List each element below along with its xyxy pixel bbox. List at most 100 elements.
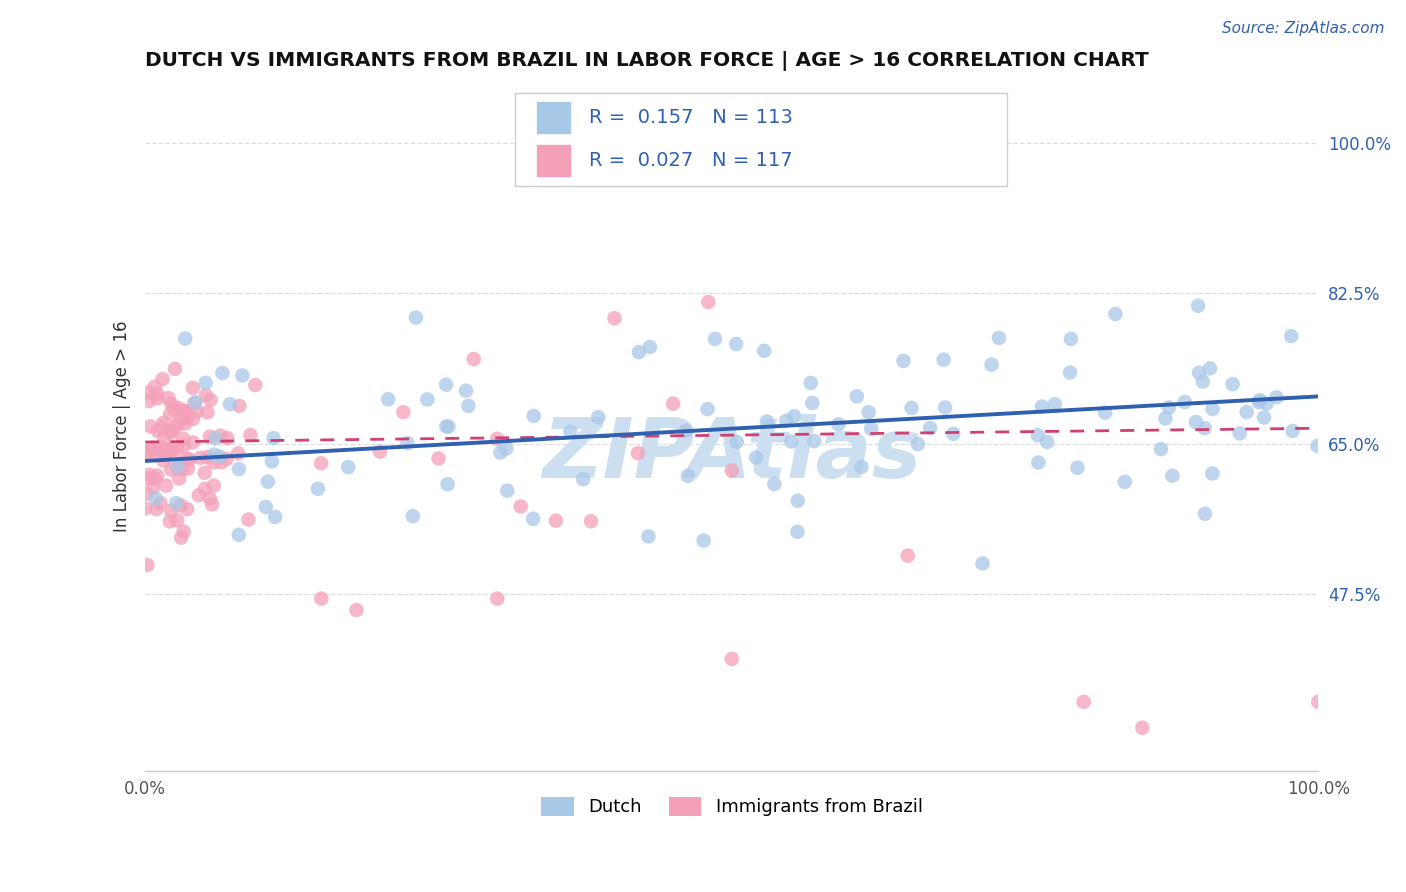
Point <box>1043 397 1066 411</box>
Point <box>231 368 253 383</box>
Point <box>187 488 209 502</box>
Point <box>202 455 225 469</box>
Point <box>486 591 509 606</box>
Point <box>1150 442 1173 456</box>
Point <box>1201 467 1223 481</box>
Point <box>228 462 250 476</box>
Point <box>745 450 768 465</box>
Point <box>495 442 517 456</box>
Point <box>165 496 187 510</box>
Point <box>238 512 260 526</box>
Point <box>572 472 595 486</box>
Point <box>160 397 183 411</box>
Point <box>637 529 659 543</box>
Point <box>139 419 162 434</box>
Point <box>149 440 172 454</box>
Point <box>662 397 685 411</box>
Point <box>194 466 217 480</box>
Point <box>160 504 183 518</box>
Point <box>845 389 868 403</box>
Point <box>228 399 250 413</box>
Point <box>496 483 519 498</box>
Text: R =  0.027   N = 117: R = 0.027 N = 117 <box>589 151 793 170</box>
Point <box>145 448 167 462</box>
Point <box>143 442 166 457</box>
Point <box>204 431 226 445</box>
Point <box>153 431 176 445</box>
Point <box>226 446 249 460</box>
Point <box>434 419 457 434</box>
Point <box>1247 395 1270 409</box>
Point <box>159 515 181 529</box>
Point <box>920 421 942 435</box>
Point <box>1199 361 1222 376</box>
Point <box>198 491 221 506</box>
Point <box>149 496 172 510</box>
Point <box>181 381 204 395</box>
Point <box>544 514 567 528</box>
Point <box>675 424 697 438</box>
Point <box>509 500 531 514</box>
Point <box>239 428 262 442</box>
Point <box>166 513 188 527</box>
Point <box>942 426 965 441</box>
Point <box>160 443 183 458</box>
Point <box>167 401 190 415</box>
Point <box>159 442 181 457</box>
Point <box>160 425 183 440</box>
Point <box>208 450 231 464</box>
Point <box>176 452 198 467</box>
Point <box>174 417 197 431</box>
Point <box>392 405 415 419</box>
Point <box>1306 439 1329 453</box>
Point <box>396 436 419 450</box>
Point <box>194 388 217 402</box>
Point <box>146 392 169 406</box>
Point <box>157 391 180 405</box>
Point <box>377 392 399 407</box>
Point <box>136 445 159 459</box>
Point <box>155 478 177 492</box>
Point <box>720 464 742 478</box>
Point <box>143 380 166 394</box>
Point <box>172 462 194 476</box>
Point <box>183 396 205 410</box>
Point <box>934 401 956 415</box>
Legend: Dutch, Immigrants from Brazil: Dutch, Immigrants from Brazil <box>534 789 929 823</box>
Point <box>697 295 720 310</box>
Point <box>932 352 955 367</box>
Point <box>176 411 198 425</box>
Point <box>173 439 195 453</box>
Point <box>173 524 195 539</box>
Point <box>1185 415 1208 429</box>
Point <box>179 452 201 467</box>
Point <box>138 467 160 482</box>
Point <box>174 332 197 346</box>
Point <box>173 403 195 417</box>
Point <box>454 384 477 398</box>
Point <box>194 376 217 390</box>
Point <box>163 420 186 434</box>
Point <box>257 475 280 489</box>
Point <box>1104 307 1126 321</box>
Point <box>245 378 267 392</box>
Point <box>1031 400 1053 414</box>
Point <box>138 385 160 400</box>
Point <box>202 479 225 493</box>
Point <box>176 502 198 516</box>
Point <box>1222 377 1244 392</box>
Point <box>172 411 194 425</box>
Point <box>725 337 748 351</box>
Point <box>155 443 177 458</box>
Point <box>1256 397 1278 411</box>
Point <box>201 497 224 511</box>
Point <box>169 471 191 485</box>
Point <box>786 524 808 539</box>
Point <box>146 424 169 438</box>
Point <box>1114 475 1136 489</box>
Point <box>215 452 238 467</box>
Point <box>803 434 825 449</box>
Point <box>1279 329 1302 343</box>
Point <box>463 352 485 367</box>
Point <box>522 512 544 526</box>
